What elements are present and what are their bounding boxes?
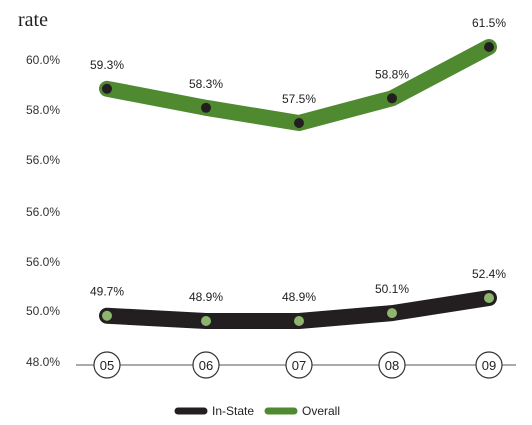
y-tick-label: 48.0% [26,355,60,369]
data-point [484,42,494,52]
data-label: 49.7% [90,285,124,299]
y-tick-label: 60.0% [26,53,60,67]
data-point [201,316,211,326]
x-tick-label: 09 [482,358,496,373]
data-point [102,310,112,321]
series-layer: 49.7% 48.9% 48.9% 50.1% 52.4% 59.3% 58.3% 57.5%… [90,16,506,329]
chart-title: rate [18,9,48,31]
data-label: 50.1% [375,282,409,296]
legend: In-State Overall [174,404,340,418]
data-label: 61.5% [472,16,506,30]
x-tick-label: 07 [292,358,306,373]
data-label: 58.8% [375,67,409,81]
x-tick-circle [192,351,220,379]
data-point [201,102,211,113]
data-point [387,93,397,104]
series-overall: 59.3% 58.3% 57.5% 58.8% 61.5% [90,16,506,131]
x-tick-circle [475,351,503,379]
legend-label: In-State [212,404,254,418]
data-point [387,308,397,319]
legend-label: Overall [302,404,340,418]
x-tick-label: 08 [385,358,399,373]
series-line [99,39,497,131]
y-tick-label: 56.0% [26,153,60,167]
x-tick-label: 06 [199,358,213,373]
data-label: 48.9% [189,290,223,304]
series-in-state: 49.7% 48.9% 48.9% 50.1% 52.4% [90,267,506,329]
x-tick-label: 05 [100,358,114,373]
data-label: 48.9% [282,290,316,304]
data-label: 52.4% [472,267,506,281]
y-tick-label: 50.0% [26,304,60,318]
data-point [294,316,304,326]
x-tick-circle [285,351,313,379]
x-tick-circle [93,351,121,379]
y-tick-label: 58.0% [26,103,60,117]
data-point [102,83,112,94]
y-axis: 48.0% 50.0% 56.0% 56.0% 56.0% 58.0% 60.0% [26,53,60,369]
y-tick-label: 56.0% [26,205,60,219]
y-tick-label: 56.0% [26,255,60,269]
x-axis: 05 06 07 08 09 [76,351,516,379]
data-point [294,118,304,128]
data-label: 57.5% [282,92,316,106]
x-tick-circle [378,351,406,379]
data-point [484,293,494,303]
data-label: 59.3% [90,58,124,72]
data-label: 58.3% [189,77,223,91]
